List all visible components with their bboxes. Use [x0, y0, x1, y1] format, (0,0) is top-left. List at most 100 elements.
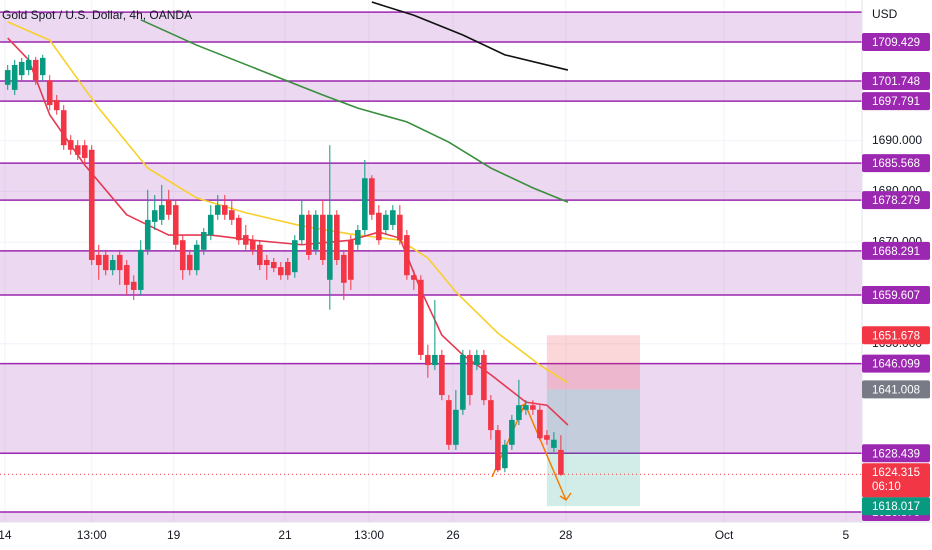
- candle-body: [46, 80, 53, 106]
- level-tag: [862, 72, 930, 91]
- candle-body: [348, 240, 354, 280]
- entry-tag: [862, 380, 930, 399]
- zone: [0, 163, 862, 201]
- candle-body: [369, 178, 375, 215]
- candle-body: [523, 405, 529, 410]
- candle-body: [186, 254, 193, 271]
- candle-body: [18, 61, 25, 76]
- level-tag: [862, 285, 930, 304]
- candle-body: [39, 57, 46, 76]
- zone: [0, 250, 862, 295]
- candle-body: [355, 230, 361, 245]
- x-tick-label: 19: [167, 528, 181, 542]
- candle-body: [313, 214, 319, 250]
- x-tick-label: 13:00: [354, 528, 384, 542]
- last-price-text: 1624.315: [872, 467, 920, 479]
- x-tick-label: 14: [0, 528, 12, 542]
- x-tick-label: 28: [559, 528, 573, 542]
- candle-body: [270, 262, 277, 269]
- candle-body: [172, 205, 179, 245]
- candle-body: [411, 275, 417, 280]
- level-tag: [862, 32, 930, 51]
- candle-body: [193, 244, 200, 271]
- candle-body: [285, 262, 291, 276]
- candle-body: [214, 205, 221, 215]
- moving-average: [7, 21, 569, 384]
- candle-body: [467, 354, 473, 396]
- zone: [0, 363, 862, 454]
- candle-body: [32, 59, 39, 81]
- candle-body: [228, 210, 235, 220]
- currency-label: USD: [872, 7, 898, 21]
- chart-title: Gold Spot / U.S. Dollar, 4h, OANDA: [2, 8, 192, 22]
- candle-body: [362, 178, 368, 231]
- level-tag: [862, 92, 930, 111]
- candle-body: [404, 235, 410, 276]
- candle-body: [292, 240, 298, 273]
- x-tick-label: Oct: [715, 528, 734, 542]
- candle-body: [165, 200, 172, 215]
- level-tag: [862, 444, 930, 463]
- moving-average: [140, 19, 569, 203]
- candle-body: [263, 259, 270, 266]
- level-tag: [862, 191, 930, 210]
- level-tag-text: 1697.791: [872, 96, 920, 108]
- stop-tag-text: 1651.678: [872, 330, 920, 342]
- level-tag-text: 1701.748: [872, 76, 920, 88]
- candle-body: [88, 149, 95, 260]
- candle-body: [151, 210, 158, 222]
- x-tick-label: 5: [843, 528, 850, 542]
- candle-body: [439, 354, 445, 396]
- level-tag: [862, 154, 930, 173]
- candle-body: [530, 405, 536, 410]
- level-tag-text: 1646.099: [872, 359, 920, 371]
- level-tag-text: 1628.439: [872, 448, 920, 460]
- candle-body: [432, 354, 438, 366]
- position-stop: [546, 335, 641, 390]
- candle-body: [249, 240, 256, 250]
- candle-body: [320, 214, 326, 260]
- candle-body: [390, 210, 396, 225]
- candle-body: [53, 100, 60, 111]
- candle-body: [221, 205, 228, 215]
- candle-body: [123, 265, 130, 285]
- candle-body: [137, 249, 144, 290]
- candle-body: [397, 214, 403, 241]
- candle-body: [509, 419, 515, 445]
- plot-layer: [0, 0, 862, 522]
- candle-body: [383, 214, 389, 231]
- candle-body: [109, 259, 116, 271]
- level-tag-text: 1659.607: [872, 290, 920, 302]
- candle-body: [488, 400, 494, 431]
- candle-body: [130, 281, 137, 290]
- candle-body: [446, 400, 452, 445]
- candle-body: [327, 214, 333, 280]
- arrow-head: [559, 492, 572, 502]
- candle-body: [481, 354, 487, 401]
- countdown-text: 06:10: [872, 481, 901, 493]
- candle-body: [376, 212, 382, 241]
- level-tag: [862, 241, 930, 260]
- candle-body: [516, 405, 522, 420]
- candle-body: [95, 254, 102, 266]
- candle-body: [207, 214, 214, 236]
- candle-body: [544, 435, 550, 440]
- level-tag-text: 1678.279: [872, 195, 920, 207]
- candle-body: [60, 110, 67, 146]
- zone: [0, 12, 862, 42]
- target-tag-text: 1618.017: [872, 501, 920, 513]
- candle-body: [256, 244, 263, 266]
- candle-body: [67, 140, 74, 150]
- x-tick-label: 21: [278, 528, 292, 542]
- candle-body: [144, 219, 151, 250]
- candle-body: [116, 254, 123, 271]
- candle-body: [200, 232, 207, 250]
- candle-body: [418, 279, 424, 355]
- stop-tag: [862, 326, 930, 345]
- target-tag: [862, 497, 930, 516]
- candle-body: [495, 430, 501, 471]
- candle-body: [242, 235, 249, 245]
- candle-body: [502, 444, 508, 469]
